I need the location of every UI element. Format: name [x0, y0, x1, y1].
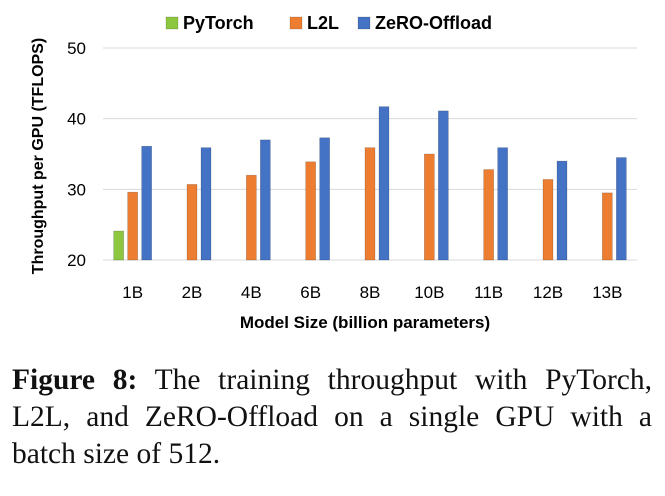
bars — [113, 106, 627, 261]
bar-zero-offload-11b — [497, 147, 508, 261]
bar-zero-offload-4b — [260, 139, 271, 261]
x-tick-labels: 1B 2B 4B 6B 8B 10B 11B 12B 13B — [122, 283, 622, 302]
bar-l2l-4b — [246, 174, 257, 261]
y-tick-label: 50 — [67, 39, 86, 58]
bar-l2l-11b — [483, 169, 494, 261]
bar-l2l-10b — [424, 153, 435, 261]
x-tick-label: 8B — [360, 283, 381, 302]
bar-pytorch-1b — [113, 230, 124, 261]
legend-label: PyTorch — [183, 13, 254, 33]
bar-zero-offload-13b — [616, 157, 627, 261]
bar-l2l-8b — [364, 147, 376, 261]
bar-l2l-12b — [542, 179, 554, 261]
bar-zero-offload-2b — [200, 147, 212, 261]
figure-caption: Figure 8: The training throughput with P… — [12, 362, 652, 473]
x-tick-label: 6B — [300, 283, 321, 302]
x-tick-label: 10B — [414, 283, 444, 302]
bar-l2l-6b — [305, 161, 316, 261]
y-tick-labels: 20 30 40 50 — [67, 39, 86, 270]
bar-zero-offload-6b — [319, 137, 330, 261]
legend-label: L2L — [307, 13, 339, 33]
bar-zero-offload-12b — [556, 160, 568, 261]
x-tick-label: 4B — [241, 283, 262, 302]
bar-zero-offload-10b — [438, 110, 449, 261]
y-tick-label: 40 — [67, 110, 86, 129]
legend-swatch — [165, 16, 179, 30]
caption-text: The training throughput with PyTorch, L2… — [12, 364, 652, 470]
legend-label: ZeRO-Offload — [375, 13, 492, 33]
legend-swatch — [357, 16, 371, 30]
bar-l2l-2b — [186, 184, 198, 261]
x-tick-label: 13B — [592, 283, 622, 302]
x-tick-label: 1B — [122, 283, 143, 302]
bar-zero-offload-8b — [378, 106, 390, 261]
legend: PyTorch L2L ZeRO-Offload — [165, 13, 492, 33]
bar-chart: 20 30 40 50 1B 2B 4B 6B 8B 10B 11B 12B 13B PyTorch L… — [30, 13, 637, 332]
x-tick-label: 2B — [182, 283, 203, 302]
caption-label: Figure 8: — [12, 364, 138, 396]
x-axis-label: Model Size (billion parameters) — [240, 313, 490, 332]
bar-zero-offload-1b — [141, 145, 152, 261]
y-tick-label: 20 — [67, 251, 86, 270]
bar-l2l-1b — [127, 191, 138, 261]
y-axis-label: Throughput per GPU (TFLOPS) — [30, 38, 47, 274]
bar-l2l-13b — [602, 192, 613, 261]
x-tick-label: 12B — [533, 283, 563, 302]
legend-swatch — [289, 16, 303, 30]
y-tick-label: 30 — [67, 180, 86, 199]
x-tick-label: 11B — [474, 283, 503, 302]
